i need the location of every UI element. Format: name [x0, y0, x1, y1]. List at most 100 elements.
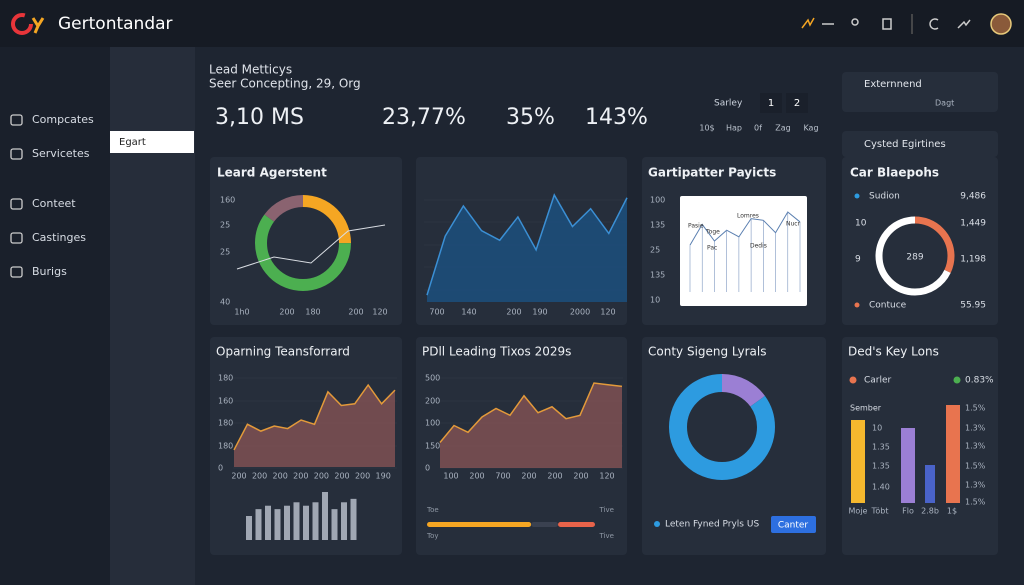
avatar[interactable] — [990, 13, 1012, 35]
bar — [341, 502, 347, 540]
button[interactable] — [771, 516, 816, 533]
tick-label: 200 — [334, 472, 349, 481]
tick-label: 120 — [372, 308, 387, 317]
tick-label: 1.3% — [965, 424, 986, 433]
icon[interactable] — [929, 18, 939, 30]
label: 9 — [855, 255, 861, 265]
nav-icon — [10, 232, 23, 244]
tick-label: 135 — [650, 221, 665, 230]
tick-label: 100 — [443, 472, 458, 481]
tab[interactable]: Hap — [726, 124, 742, 133]
donut-segment — [255, 195, 351, 291]
tick-label: 0 — [425, 464, 430, 473]
icon[interactable] — [801, 17, 815, 29]
tick-label: 1.35 — [872, 462, 890, 471]
tab[interactable]: 10$ — [699, 124, 714, 133]
nav-item[interactable]: Conteet — [32, 197, 76, 210]
tick-label: 200 — [314, 472, 329, 481]
tick-label: 10 — [872, 424, 882, 433]
kpi-value: 23,77% — [382, 105, 466, 130]
tick-label: 1.40 — [872, 483, 890, 492]
button-label[interactable]: Canter — [778, 521, 809, 531]
header-bar — [0, 0, 1024, 47]
sub-sidebar — [110, 47, 195, 585]
app-title: Gertontandar — [58, 14, 173, 34]
nav-icon — [10, 266, 23, 278]
tick-label: 100 — [425, 419, 440, 428]
tick-label: 120 — [600, 308, 615, 317]
tick-label: 1.35 — [872, 443, 890, 452]
panel-title: Oparning Teansforrard — [216, 345, 350, 359]
panel-title: Conty Sigeng Lyrals — [648, 345, 767, 359]
sub-item[interactable]: Egart — [119, 137, 146, 148]
sub-item-active[interactable] — [110, 131, 194, 153]
nav-item[interactable]: Compcates — [32, 113, 94, 126]
inset-chart — [680, 196, 807, 306]
label: Toy — [426, 532, 439, 540]
tick-label: 200 — [469, 472, 484, 481]
page-button[interactable] — [760, 93, 782, 113]
nav-item[interactable]: Burigs — [32, 265, 67, 278]
nav-item[interactable]: Castinges — [32, 231, 86, 244]
label[interactable]: 2 — [794, 98, 800, 109]
tick-label: 190 — [376, 472, 391, 481]
area — [234, 385, 395, 467]
tick-label: 190 — [532, 308, 547, 317]
bar — [284, 505, 290, 540]
tick-label: 160 — [218, 397, 233, 406]
tick-label: 200 — [355, 472, 370, 481]
tick-label: 180 — [305, 308, 320, 317]
tick-label: 200 — [273, 472, 288, 481]
progress-segment — [558, 522, 595, 527]
bar — [274, 509, 281, 540]
tab[interactable]: Kag — [803, 124, 818, 133]
page-button[interactable] — [786, 93, 808, 113]
tick-label: 700 — [429, 308, 444, 317]
icon[interactable] — [957, 19, 971, 29]
progress-segment — [531, 522, 559, 527]
label[interactable]: 1 — [768, 98, 774, 109]
tick-label: Moje — [849, 507, 868, 516]
nav-icon — [10, 198, 23, 210]
label: 289 — [906, 253, 923, 263]
nav-item[interactable]: Servicetes — [32, 147, 90, 160]
panel — [842, 72, 998, 112]
tick-label: 180 — [218, 419, 233, 428]
bar — [901, 428, 915, 503]
legend-label: 0.83% — [965, 376, 994, 386]
line-series — [689, 211, 801, 246]
tick-label: 200 — [293, 472, 308, 481]
tick-label: 200 — [547, 472, 562, 481]
bar — [293, 502, 300, 540]
area-line — [426, 193, 628, 296]
tick-label: 1.5% — [965, 404, 986, 413]
bar — [925, 465, 935, 503]
bar — [331, 509, 338, 540]
icon[interactable] — [851, 18, 859, 26]
tab[interactable]: 0f — [754, 124, 762, 133]
tick-label: 2.8b — [921, 507, 939, 516]
label: Sudion — [869, 192, 900, 202]
tab[interactable]: Zag — [775, 124, 790, 133]
tick-label: 160 — [220, 196, 235, 205]
label: Dagt — [935, 99, 954, 108]
label: Cysted Egirtines — [864, 139, 946, 150]
tick-label: 135 — [650, 271, 665, 280]
panel-title: Ded's Key Lons — [848, 345, 939, 359]
label: Lead Metticys — [209, 63, 292, 77]
tick-label: 200 — [521, 472, 536, 481]
tick-label: Flo — [902, 507, 914, 516]
label: 10 — [855, 219, 867, 229]
bar — [312, 502, 319, 540]
icon[interactable] — [882, 18, 892, 30]
tick-label: 1.3% — [965, 442, 986, 451]
kpi-value: 143% — [585, 105, 648, 130]
sidebar — [0, 47, 110, 585]
tick-label: 200 — [506, 308, 521, 317]
inset-label: Lomres — [737, 213, 759, 220]
label: Sarley — [714, 99, 743, 109]
tick-label: 40 — [220, 298, 230, 307]
tick-label: 100 — [650, 196, 665, 205]
tick-label: 200 — [279, 308, 294, 317]
